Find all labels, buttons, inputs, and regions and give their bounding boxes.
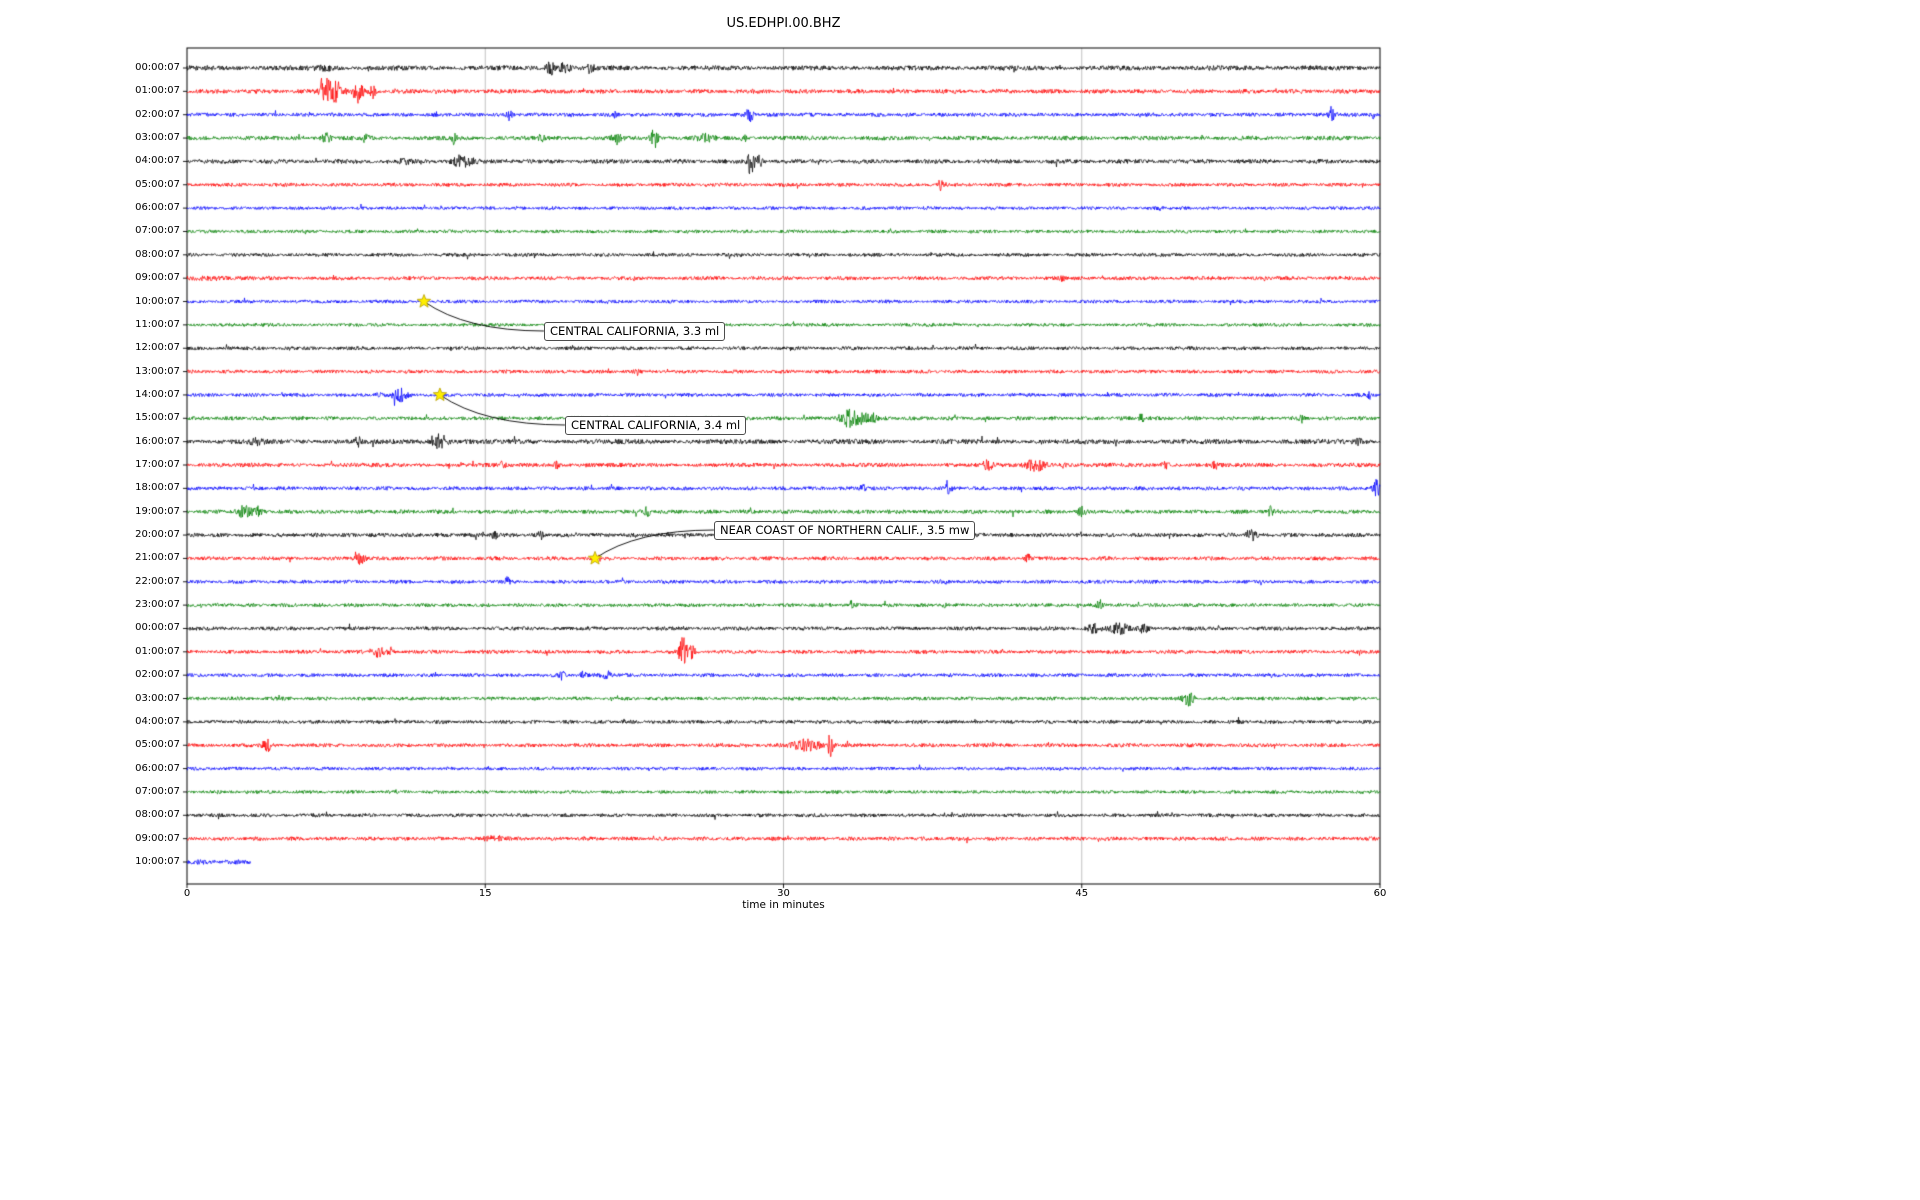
row-label: 07:00:07	[135, 785, 180, 797]
row-label: 03:00:07	[135, 132, 180, 144]
row-label: 01:00:07	[135, 645, 180, 657]
row-label: 18:00:07	[135, 482, 180, 494]
row-label: 10:00:07	[135, 856, 180, 867]
row-label: 09:00:07	[135, 272, 180, 284]
x-tick-label: 60	[1373, 888, 1387, 899]
row-label: 17:00:07	[135, 459, 180, 470]
row-label: 04:00:07	[135, 155, 180, 167]
x-tick-label: 30	[777, 888, 790, 899]
row-label: 20:00:07	[135, 529, 180, 541]
row-label: 15:00:07	[135, 412, 180, 424]
row-label: 04:00:07	[135, 715, 180, 727]
row-label: 14:00:07	[135, 388, 180, 400]
row-label: 16:00:07	[135, 435, 180, 447]
chart-title: US.EDHPI.00.BHZ	[726, 16, 841, 31]
row-label: 00:00:07	[135, 62, 180, 73]
row-label: 07:00:07	[135, 225, 180, 237]
row-label: 12:00:07	[135, 342, 180, 354]
row-label: 08:00:07	[135, 809, 180, 821]
row-label: 06:00:07	[135, 762, 180, 774]
row-label: 00:00:07	[135, 622, 180, 634]
x-tick-label: 15	[478, 888, 492, 899]
row-label: 03:00:07	[135, 692, 180, 704]
row-label: 11:00:07	[135, 318, 180, 330]
event-annotation: CENTRAL CALIFORNIA, 3.4 ml	[565, 416, 747, 435]
row-label: 02:00:07	[135, 108, 180, 120]
row-label: 21:00:07	[135, 552, 180, 564]
x-tick-label: 45	[1075, 888, 1089, 899]
row-label: 10:00:07	[135, 295, 180, 307]
row-label: 08:00:07	[135, 248, 180, 260]
row-label: 05:00:07	[135, 739, 180, 751]
row-label: 23:00:07	[135, 599, 180, 611]
event-annotation: NEAR COAST OF NORTHERN CALIF., 3.5 mw	[714, 521, 976, 540]
row-label: 19:00:07	[135, 505, 180, 517]
row-label: 13:00:07	[135, 365, 180, 377]
event-annotation: CENTRAL CALIFORNIA, 3.3 ml	[544, 322, 726, 341]
row-label: 02:00:07	[135, 669, 180, 681]
x-tick-label: 0	[183, 888, 191, 899]
row-label: 22:00:07	[135, 575, 180, 587]
row-label: 01:00:07	[135, 85, 180, 97]
x-axis-label: time in minutes	[742, 899, 825, 911]
row-label: 09:00:07	[135, 832, 180, 844]
row-label: 05:00:07	[135, 178, 180, 190]
row-label: 06:00:07	[135, 202, 180, 214]
